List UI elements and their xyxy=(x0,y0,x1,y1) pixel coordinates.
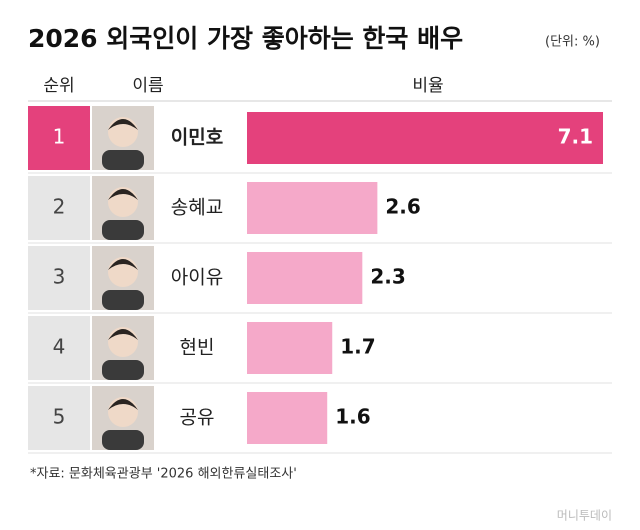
photo-hair xyxy=(108,329,138,340)
unit-label: (단위: %) xyxy=(545,35,600,50)
photo-body xyxy=(102,430,144,450)
photo-hair xyxy=(108,119,138,130)
photo-body xyxy=(102,150,144,170)
name-cell xyxy=(154,386,240,450)
rank-cell xyxy=(28,316,90,380)
ratio-header: 비율 xyxy=(412,76,443,96)
bar xyxy=(247,392,328,444)
photo-body xyxy=(102,360,144,380)
photo-hair xyxy=(108,259,138,270)
name-cell xyxy=(154,246,240,310)
photo-body xyxy=(102,290,144,310)
rank-label: 2 xyxy=(53,195,66,219)
value-label: 2.3 xyxy=(370,265,405,289)
value-label: 1.6 xyxy=(335,405,370,429)
rank-header: 순위 xyxy=(43,76,74,96)
source-note: *자료: 문화체육관광부 '2026 해외한류실태조사' xyxy=(30,467,297,482)
rank-cell xyxy=(28,176,90,240)
name-label: 현빈 xyxy=(180,337,215,359)
rank-label: 3 xyxy=(53,265,66,289)
name-label: 송혜교 xyxy=(171,197,223,219)
chart-title: 2026 외국인이 가장 좋아하는 한국 배우 xyxy=(28,24,463,53)
photo-body xyxy=(102,220,144,240)
photo-hair xyxy=(108,399,138,410)
rank-label: 1 xyxy=(53,125,66,149)
value-label: 2.6 xyxy=(385,195,420,219)
photo-hair xyxy=(108,189,138,200)
value-label: 1.7 xyxy=(340,335,375,359)
bar xyxy=(247,322,333,374)
rank-label: 4 xyxy=(53,335,66,359)
value-label: 7.1 xyxy=(558,125,593,149)
rank-cell xyxy=(28,246,90,310)
bar xyxy=(247,182,378,234)
name-cell xyxy=(154,106,240,170)
name-label: 아이유 xyxy=(171,267,223,289)
name-cell xyxy=(154,176,240,240)
watermark: 머니투데이 xyxy=(557,509,612,523)
rank-cell xyxy=(28,386,90,450)
name-cell xyxy=(154,316,240,380)
name-label: 공유 xyxy=(180,407,215,429)
name-header: 이름 xyxy=(132,76,163,96)
bar xyxy=(247,252,363,304)
rank-label: 5 xyxy=(53,405,66,429)
name-label: 이민호 xyxy=(171,127,223,149)
bar xyxy=(247,112,603,164)
rank-cell xyxy=(28,106,90,170)
